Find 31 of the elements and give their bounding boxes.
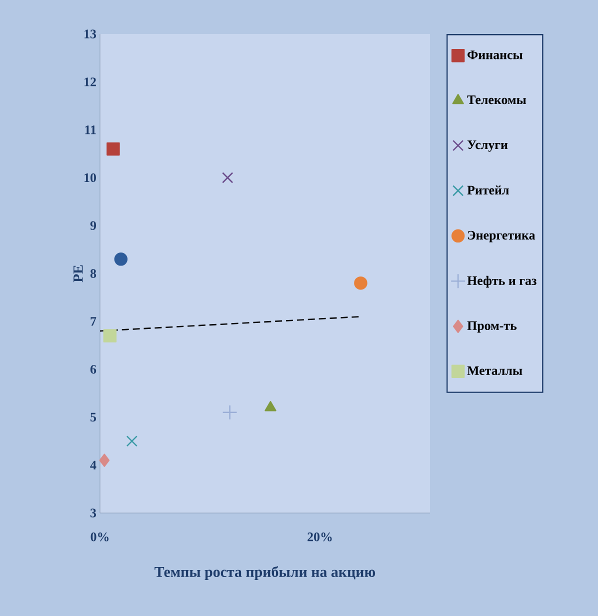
legend-label: Энергетика — [468, 230, 536, 242]
y-tick-label: 6 — [90, 364, 96, 374]
legend-label: Финансы — [468, 50, 523, 60]
legend-label: Нефть и газ — [467, 276, 536, 288]
point — [354, 276, 368, 290]
y-tick-label: 5 — [90, 412, 96, 422]
y-tick-label: 9 — [90, 221, 96, 230]
y-tick-label: 3 — [90, 508, 96, 518]
legend-label: Услуги — [467, 140, 508, 152]
x-axis-title: Темпы роста прибыли на акцию — [154, 566, 376, 580]
x-tick-label: 20% — [308, 532, 332, 542]
y-tick-label: 4 — [90, 460, 96, 470]
y-tick-label: 7 — [90, 317, 96, 326]
point — [99, 454, 110, 467]
x-tick-label: 0% — [90, 532, 108, 542]
point — [106, 142, 120, 156]
y-tick-label: 11 — [85, 126, 96, 134]
legend-label: Телекомы — [467, 96, 526, 104]
legend-label: Пром-ть — [467, 321, 517, 333]
y-tick-label: 13 — [84, 30, 96, 38]
legend-label: Металлы — [467, 366, 522, 375]
point — [222, 172, 234, 184]
point — [222, 404, 238, 420]
point — [114, 252, 128, 266]
y-tick-label: 10 — [84, 173, 96, 182]
point — [103, 329, 117, 342]
y-tick-label: 12 — [84, 78, 96, 86]
y-axis-title: PE — [74, 265, 83, 282]
y-tick-label: 8 — [90, 269, 96, 278]
point — [126, 436, 138, 447]
legend-label: Ритейл — [467, 185, 509, 195]
